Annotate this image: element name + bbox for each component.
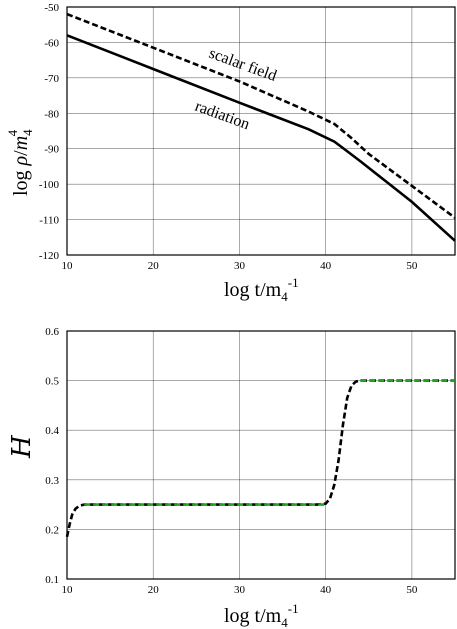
density-x-tick-label: 20 <box>148 260 160 272</box>
annotation-scalar-field: scalar field <box>207 45 279 85</box>
hubble-y-tick-label: 0.6 <box>45 326 59 338</box>
hubble-y-axis-label: H <box>7 434 37 459</box>
hubble-gridlines <box>67 331 455 579</box>
density-y-tick-label: -90 <box>44 144 59 156</box>
density-y-tick-label: -110 <box>39 215 59 227</box>
hubble-y-tick-label: 0.1 <box>45 574 59 586</box>
density-y-tick-label: -80 <box>44 108 59 120</box>
hubble-x-tick-label: 20 <box>148 584 160 596</box>
density-plot-frame <box>66 6 456 256</box>
hubble-series <box>65 379 455 538</box>
density-y-tick-label: -100 <box>39 179 60 191</box>
hubble-y-tick-labels: 0.6 0.5 0.4 0.3 0.2 0.1 <box>45 326 59 586</box>
density-x-tick-labels: 10 20 30 40 50 <box>62 260 418 272</box>
density-series <box>66 12 456 242</box>
density-y-axis-label: log ρ/m44 <box>5 129 35 196</box>
hubble-x-tick-label: 30 <box>234 584 246 596</box>
density-y-tick-label: -70 <box>44 73 59 85</box>
density-x-tick-label: 10 <box>62 260 74 272</box>
hubble-plot-frame <box>66 330 456 580</box>
density-series-line-1 <box>66 34 456 242</box>
density-x-axis-label: log t/m4-1 <box>224 275 299 304</box>
density-y-tick-label: -120 <box>39 250 60 262</box>
density-y-tick-label: -60 <box>44 37 59 49</box>
hubble-y-tick-label: 0.4 <box>45 425 59 437</box>
hubble-y-tick-label: 0.5 <box>45 376 59 388</box>
hubble-x-tick-label: 50 <box>406 584 418 596</box>
density-series-line-0 <box>66 12 456 219</box>
density-x-tick-label: 50 <box>406 260 418 272</box>
density-chart: 10 20 30 40 50 -50 -60 -70 -80 -90 -100 -110 -120 s… <box>5 2 456 304</box>
hubble-x-tick-label: 40 <box>320 584 332 596</box>
density-gridlines <box>67 7 455 255</box>
hubble-series-line-0 <box>65 379 455 538</box>
hubble-chart: 10 20 30 40 50 0.6 0.5 0.4 0.3 0.2 0.1 log t/m4-1… <box>7 326 456 629</box>
density-x-tick-label: 40 <box>320 260 332 272</box>
density-x-tick-label: 30 <box>234 260 246 272</box>
hubble-y-tick-label: 0.2 <box>45 524 59 536</box>
hubble-x-tick-label: 10 <box>62 584 74 596</box>
hubble-x-axis-label: log t/m4-1 <box>224 601 299 629</box>
hubble-y-tick-label: 0.3 <box>45 475 59 487</box>
hubble-x-tick-labels: 10 20 30 40 50 <box>62 584 418 596</box>
density-y-tick-labels: -50 -60 -70 -80 -90 -100 -110 -120 <box>39 2 60 262</box>
density-y-tick-label: -50 <box>44 2 59 14</box>
